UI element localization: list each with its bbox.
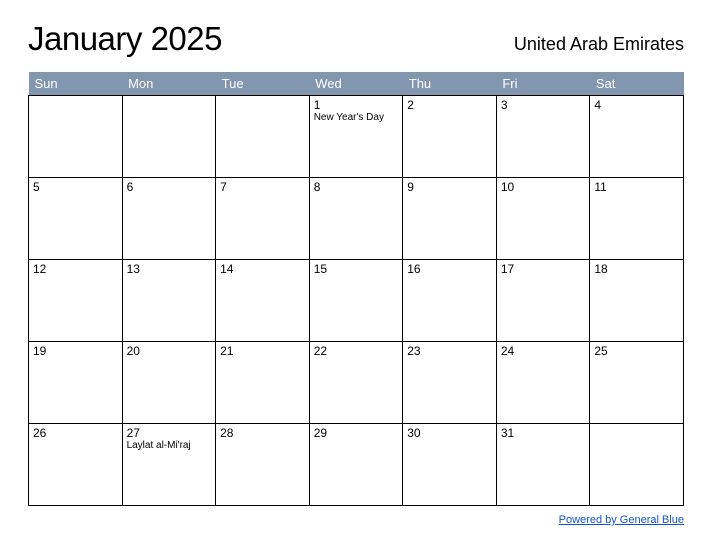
footer: Powered by General Blue xyxy=(28,510,684,528)
calendar-cell: 26 xyxy=(29,424,123,506)
calendar-cell: 1New Year's Day xyxy=(309,96,403,178)
day-number: 8 xyxy=(314,180,399,194)
day-number: 9 xyxy=(407,180,492,194)
day-number: 25 xyxy=(594,344,679,358)
calendar-cell: 27Laylat al-Mi'raj xyxy=(122,424,216,506)
day-event: New Year's Day xyxy=(314,112,399,124)
calendar-cell: 22 xyxy=(309,342,403,424)
day-number: 26 xyxy=(33,426,118,440)
calendar-cell: 18 xyxy=(590,260,684,342)
calendar-week: 19 20 21 22 23 24 25 xyxy=(29,342,684,424)
day-number: 13 xyxy=(127,262,212,276)
calendar-table: SunMonTueWedThuFriSat 1New Year's Day234… xyxy=(28,72,684,506)
day-number: 21 xyxy=(220,344,305,358)
day-header: Tue xyxy=(216,72,310,96)
calendar-week: 26 27Laylat al-Mi'raj 28 29 30 31 xyxy=(29,424,684,506)
day-header: Fri xyxy=(496,72,590,96)
calendar-cell xyxy=(216,96,310,178)
calendar-cell: 25 xyxy=(590,342,684,424)
day-number: 15 xyxy=(314,262,399,276)
day-number: 20 xyxy=(127,344,212,358)
calendar-cell: 17 xyxy=(496,260,590,342)
calendar-week: 12 13 14 15 16 17 18 xyxy=(29,260,684,342)
calendar-cell: 10 xyxy=(496,178,590,260)
calendar-header: January 2025 United Arab Emirates xyxy=(28,20,684,58)
day-number: 31 xyxy=(501,426,586,440)
day-number: 18 xyxy=(594,262,679,276)
calendar-cell: 9 xyxy=(403,178,497,260)
day-number: 10 xyxy=(501,180,586,194)
calendar-cell: 16 xyxy=(403,260,497,342)
calendar-cell: 29 xyxy=(309,424,403,506)
calendar-cell: 28 xyxy=(216,424,310,506)
day-header: Thu xyxy=(403,72,497,96)
calendar-title: January 2025 xyxy=(28,20,222,58)
calendar-cell: 6 xyxy=(122,178,216,260)
day-number: 1 xyxy=(314,98,399,112)
calendar-region: United Arab Emirates xyxy=(514,34,684,55)
day-event: Laylat al-Mi'raj xyxy=(127,440,212,452)
calendar-cell: 21 xyxy=(216,342,310,424)
calendar-cell xyxy=(122,96,216,178)
calendar-cell: 2 xyxy=(403,96,497,178)
calendar-cell: 15 xyxy=(309,260,403,342)
day-number: 30 xyxy=(407,426,492,440)
calendar-cell xyxy=(590,424,684,506)
day-number: 24 xyxy=(501,344,586,358)
day-header: Sat xyxy=(590,72,684,96)
day-number: 28 xyxy=(220,426,305,440)
calendar-cell: 23 xyxy=(403,342,497,424)
calendar-cell: 11 xyxy=(590,178,684,260)
calendar-cell: 31 xyxy=(496,424,590,506)
day-number: 2 xyxy=(407,98,492,112)
powered-by-link[interactable]: Powered by General Blue xyxy=(559,514,684,526)
calendar-cell: 13 xyxy=(122,260,216,342)
calendar-week: 1New Year's Day 234 xyxy=(29,96,684,178)
calendar-cell: 12 xyxy=(29,260,123,342)
day-number: 7 xyxy=(220,180,305,194)
day-header: Sun xyxy=(29,72,123,96)
calendar-cell: 3 xyxy=(496,96,590,178)
calendar-cell xyxy=(29,96,123,178)
calendar-cell: 30 xyxy=(403,424,497,506)
day-number: 23 xyxy=(407,344,492,358)
calendar-cell: 24 xyxy=(496,342,590,424)
day-header-row: SunMonTueWedThuFriSat xyxy=(29,72,684,96)
day-number: 27 xyxy=(127,426,212,440)
day-number: 17 xyxy=(501,262,586,276)
calendar-cell: 4 xyxy=(590,96,684,178)
day-number: 11 xyxy=(594,180,679,194)
day-number: 29 xyxy=(314,426,399,440)
day-number: 16 xyxy=(407,262,492,276)
calendar-cell: 5 xyxy=(29,178,123,260)
day-header: Wed xyxy=(309,72,403,96)
day-number: 3 xyxy=(501,98,586,112)
day-number: 6 xyxy=(127,180,212,194)
calendar-cell: 8 xyxy=(309,178,403,260)
day-number: 14 xyxy=(220,262,305,276)
day-header: Mon xyxy=(122,72,216,96)
day-number: 22 xyxy=(314,344,399,358)
calendar-week: 56789 10 11 xyxy=(29,178,684,260)
day-number: 5 xyxy=(33,180,118,194)
day-number: 19 xyxy=(33,344,118,358)
calendar-cell: 19 xyxy=(29,342,123,424)
calendar-cell: 7 xyxy=(216,178,310,260)
day-number: 12 xyxy=(33,262,118,276)
calendar-cell: 14 xyxy=(216,260,310,342)
calendar-cell: 20 xyxy=(122,342,216,424)
day-number: 4 xyxy=(594,98,679,112)
